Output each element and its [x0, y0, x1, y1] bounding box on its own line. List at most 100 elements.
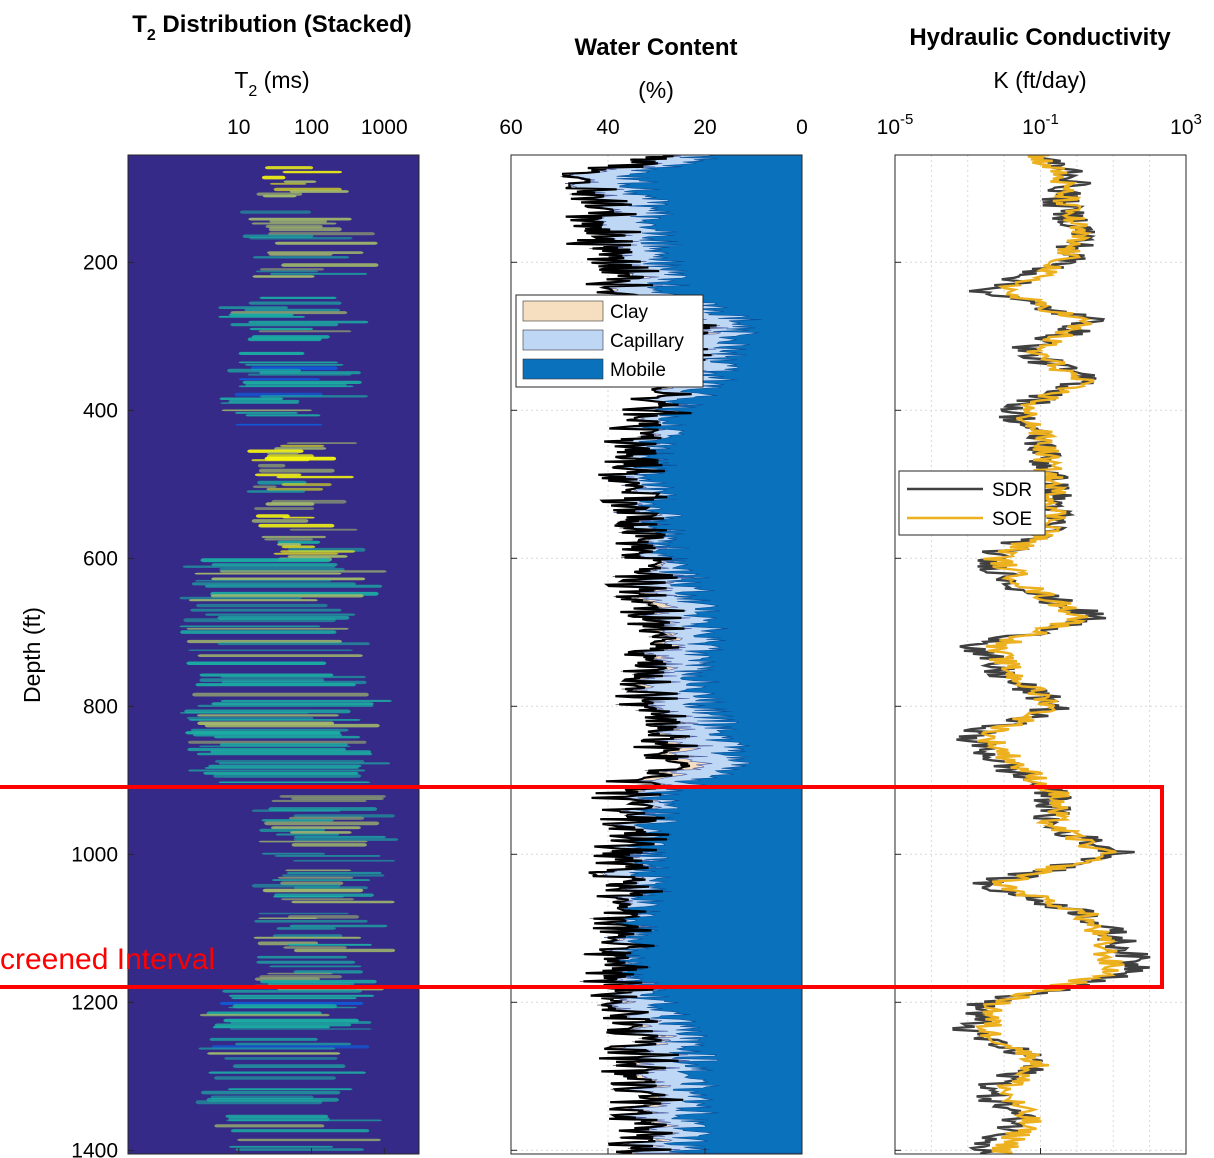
heatmap-streak [280, 550, 356, 553]
heatmap-streak [285, 869, 352, 872]
heatmap-streak [293, 859, 396, 862]
heatmap-streak [230, 311, 348, 315]
heatmap-streak [198, 1047, 336, 1050]
heatmap-streak [249, 327, 314, 331]
t2-x-tick-label: 10 [227, 116, 250, 139]
heatmap-streak [258, 840, 368, 843]
t2-x-tick-label: 1000 [361, 116, 408, 139]
heatmap-streak [218, 781, 371, 783]
heatmap-streak [270, 182, 307, 185]
heatmap-streak [226, 1119, 382, 1122]
heatmap-streak [262, 888, 364, 893]
heatmap-streak [249, 236, 353, 240]
heatmap-streak [269, 965, 362, 968]
heatmap-streak [228, 313, 294, 316]
legend-swatch-capillary [522, 329, 604, 351]
heatmap-streak [251, 459, 310, 462]
heatmap-streak [197, 654, 363, 657]
heatmap-streak [229, 994, 375, 997]
t2-title: T2 Distribution (Stacked) [132, 11, 412, 44]
heatmap-streak [282, 170, 343, 174]
depth-tick-label: 1400 [71, 1139, 118, 1158]
heatmap-streak [208, 1071, 366, 1074]
heatmap-streak [256, 955, 348, 959]
heatmap-streak [230, 323, 339, 327]
heatmap-streak [211, 577, 366, 581]
heatmap-streak [230, 1021, 372, 1024]
k-x-ticks: 10-5 10-1 103 [877, 111, 1202, 1154]
heatmap-streak [273, 895, 345, 898]
heatmap-streak [238, 378, 320, 381]
heatmap-streak [204, 584, 383, 588]
heatmap-streak [227, 1088, 353, 1091]
heatmap-streak [273, 552, 339, 555]
depth-axis-label: Depth (ft) [19, 607, 45, 703]
legend-label-capillary: Capillary [610, 331, 684, 352]
heatmap-streak [219, 1001, 364, 1005]
heatmap-streak [252, 485, 277, 488]
heatmap-streak [232, 1064, 346, 1068]
heatmap-streak [238, 351, 305, 355]
legend-box [898, 470, 1046, 536]
heatmap-streak [294, 886, 368, 890]
heatmap-streak [179, 625, 321, 628]
k-panel: Hydraulic Conductivity K (ft/day) 10-5 10… [877, 24, 1202, 1155]
heatmap-streak [183, 618, 336, 623]
heatmap-streak [211, 702, 374, 706]
heatmap-streak [277, 876, 354, 879]
heatmap-streak [248, 320, 369, 324]
heatmap-streak [289, 924, 388, 928]
legend-swatch-clay [522, 300, 604, 322]
heatmap-streak [229, 1028, 372, 1030]
k-x-tick-label: 103 [1170, 111, 1202, 139]
heatmap-streak [214, 1076, 336, 1080]
heatmap-streak [201, 1090, 341, 1095]
heatmap-streak [218, 762, 391, 765]
water-x-tick-label: 0 [796, 116, 808, 139]
heatmap-streak [199, 673, 334, 677]
heatmap-streak [237, 1138, 381, 1142]
heatmap-streak [180, 630, 337, 634]
heatmap-streak [289, 528, 358, 531]
k-y-ticks [895, 261, 901, 1151]
heatmap-streak [277, 543, 302, 546]
heatmap-streak [286, 871, 382, 874]
heatmap-streak [195, 1100, 323, 1105]
legend-label-soe: SOE [992, 509, 1032, 530]
depth-tick-label: 1200 [71, 991, 118, 1014]
heatmap-streak [189, 599, 318, 602]
t2-x-ticks: 10 100 1000 [227, 116, 408, 1154]
depth-tick-label: 1000 [71, 843, 118, 866]
water-legend: Clay Capillary Mobile [515, 294, 704, 388]
heatmap-streak [186, 661, 327, 665]
heatmap-streak [182, 565, 336, 568]
t2-heatmap [128, 155, 419, 1154]
heatmap-streak [286, 442, 358, 444]
heatmap-streak [190, 728, 349, 732]
heatmap-streak [199, 1013, 330, 1017]
heatmap-streak [204, 767, 360, 769]
heatmap-streak [268, 227, 342, 232]
heatmap-streak [269, 220, 328, 223]
heatmap-streak [251, 222, 337, 225]
heatmap-streak [221, 409, 312, 412]
heatmap-streak [220, 699, 392, 702]
heatmap-streak [258, 330, 352, 333]
heatmap-streak [255, 270, 319, 273]
heatmap-streak [280, 444, 325, 447]
heatmap-streak [282, 516, 315, 519]
heatmap-streak [214, 759, 365, 763]
heatmap-streak [259, 268, 325, 271]
heatmap-streak [265, 502, 315, 506]
heatmap-streak [219, 397, 284, 400]
heatmap-streak [204, 613, 356, 616]
water-x-tick-label: 20 [693, 116, 716, 139]
heatmap-streak [225, 1114, 329, 1118]
heatmap-streak [274, 855, 381, 857]
heatmap-streak [267, 972, 333, 975]
heatmap-streak [229, 1145, 334, 1148]
depth-tick-label: 600 [83, 547, 118, 570]
heatmap-streak [246, 490, 306, 493]
heatmap-streak [261, 535, 327, 539]
heatmap-streak [244, 308, 341, 312]
